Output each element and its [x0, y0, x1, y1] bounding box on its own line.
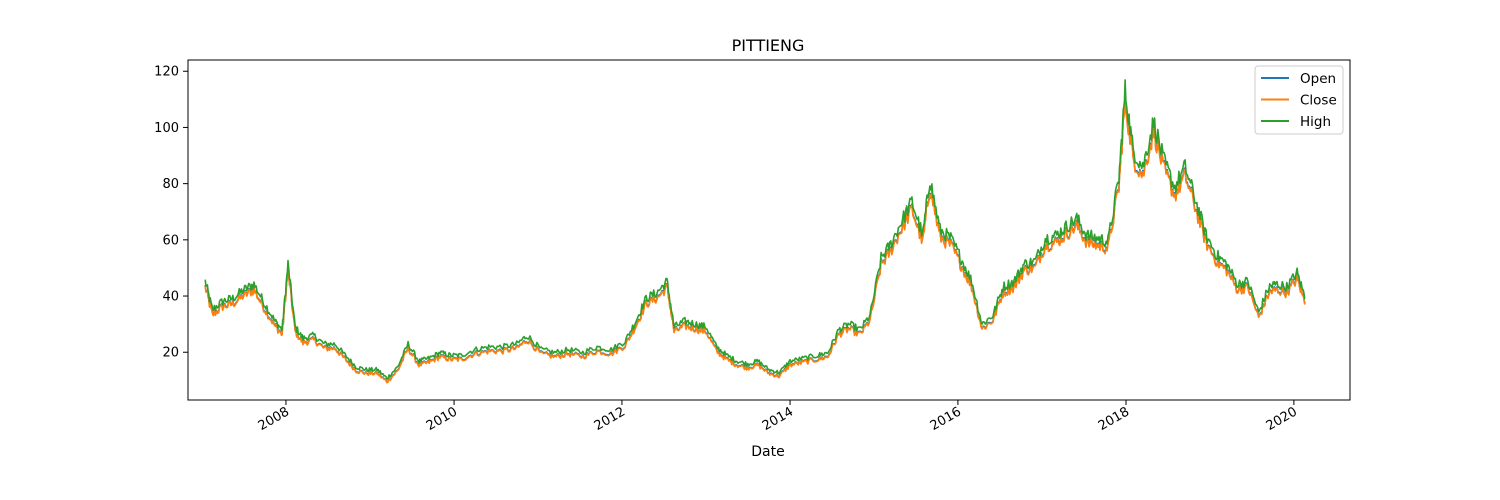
plot-area: [188, 60, 1350, 400]
y-tick-label: 80: [162, 177, 179, 192]
y-tick-label: 100: [154, 121, 179, 136]
legend-label-close: Close: [1300, 93, 1337, 109]
x-axis-label: Date: [751, 444, 784, 460]
series-line-high: [204, 79, 1306, 380]
y-axis: 20 40 60 80 100 120: [154, 65, 188, 361]
legend-box: [1254, 65, 1344, 135]
series-layer: [204, 79, 1306, 384]
y-tick-label: 120: [154, 65, 179, 80]
series-line-close: [204, 90, 1306, 384]
y-tick-label: 60: [162, 233, 179, 248]
y-tick-label: 40: [162, 290, 179, 305]
legend-label-high: High: [1300, 114, 1331, 130]
legend-label-open: Open: [1300, 71, 1336, 87]
y-tick-label: 20: [162, 346, 179, 361]
plot-frame: [187, 59, 1351, 401]
chart-title: PITTIENG: [732, 36, 805, 55]
legend: Open Close High: [1254, 65, 1344, 135]
